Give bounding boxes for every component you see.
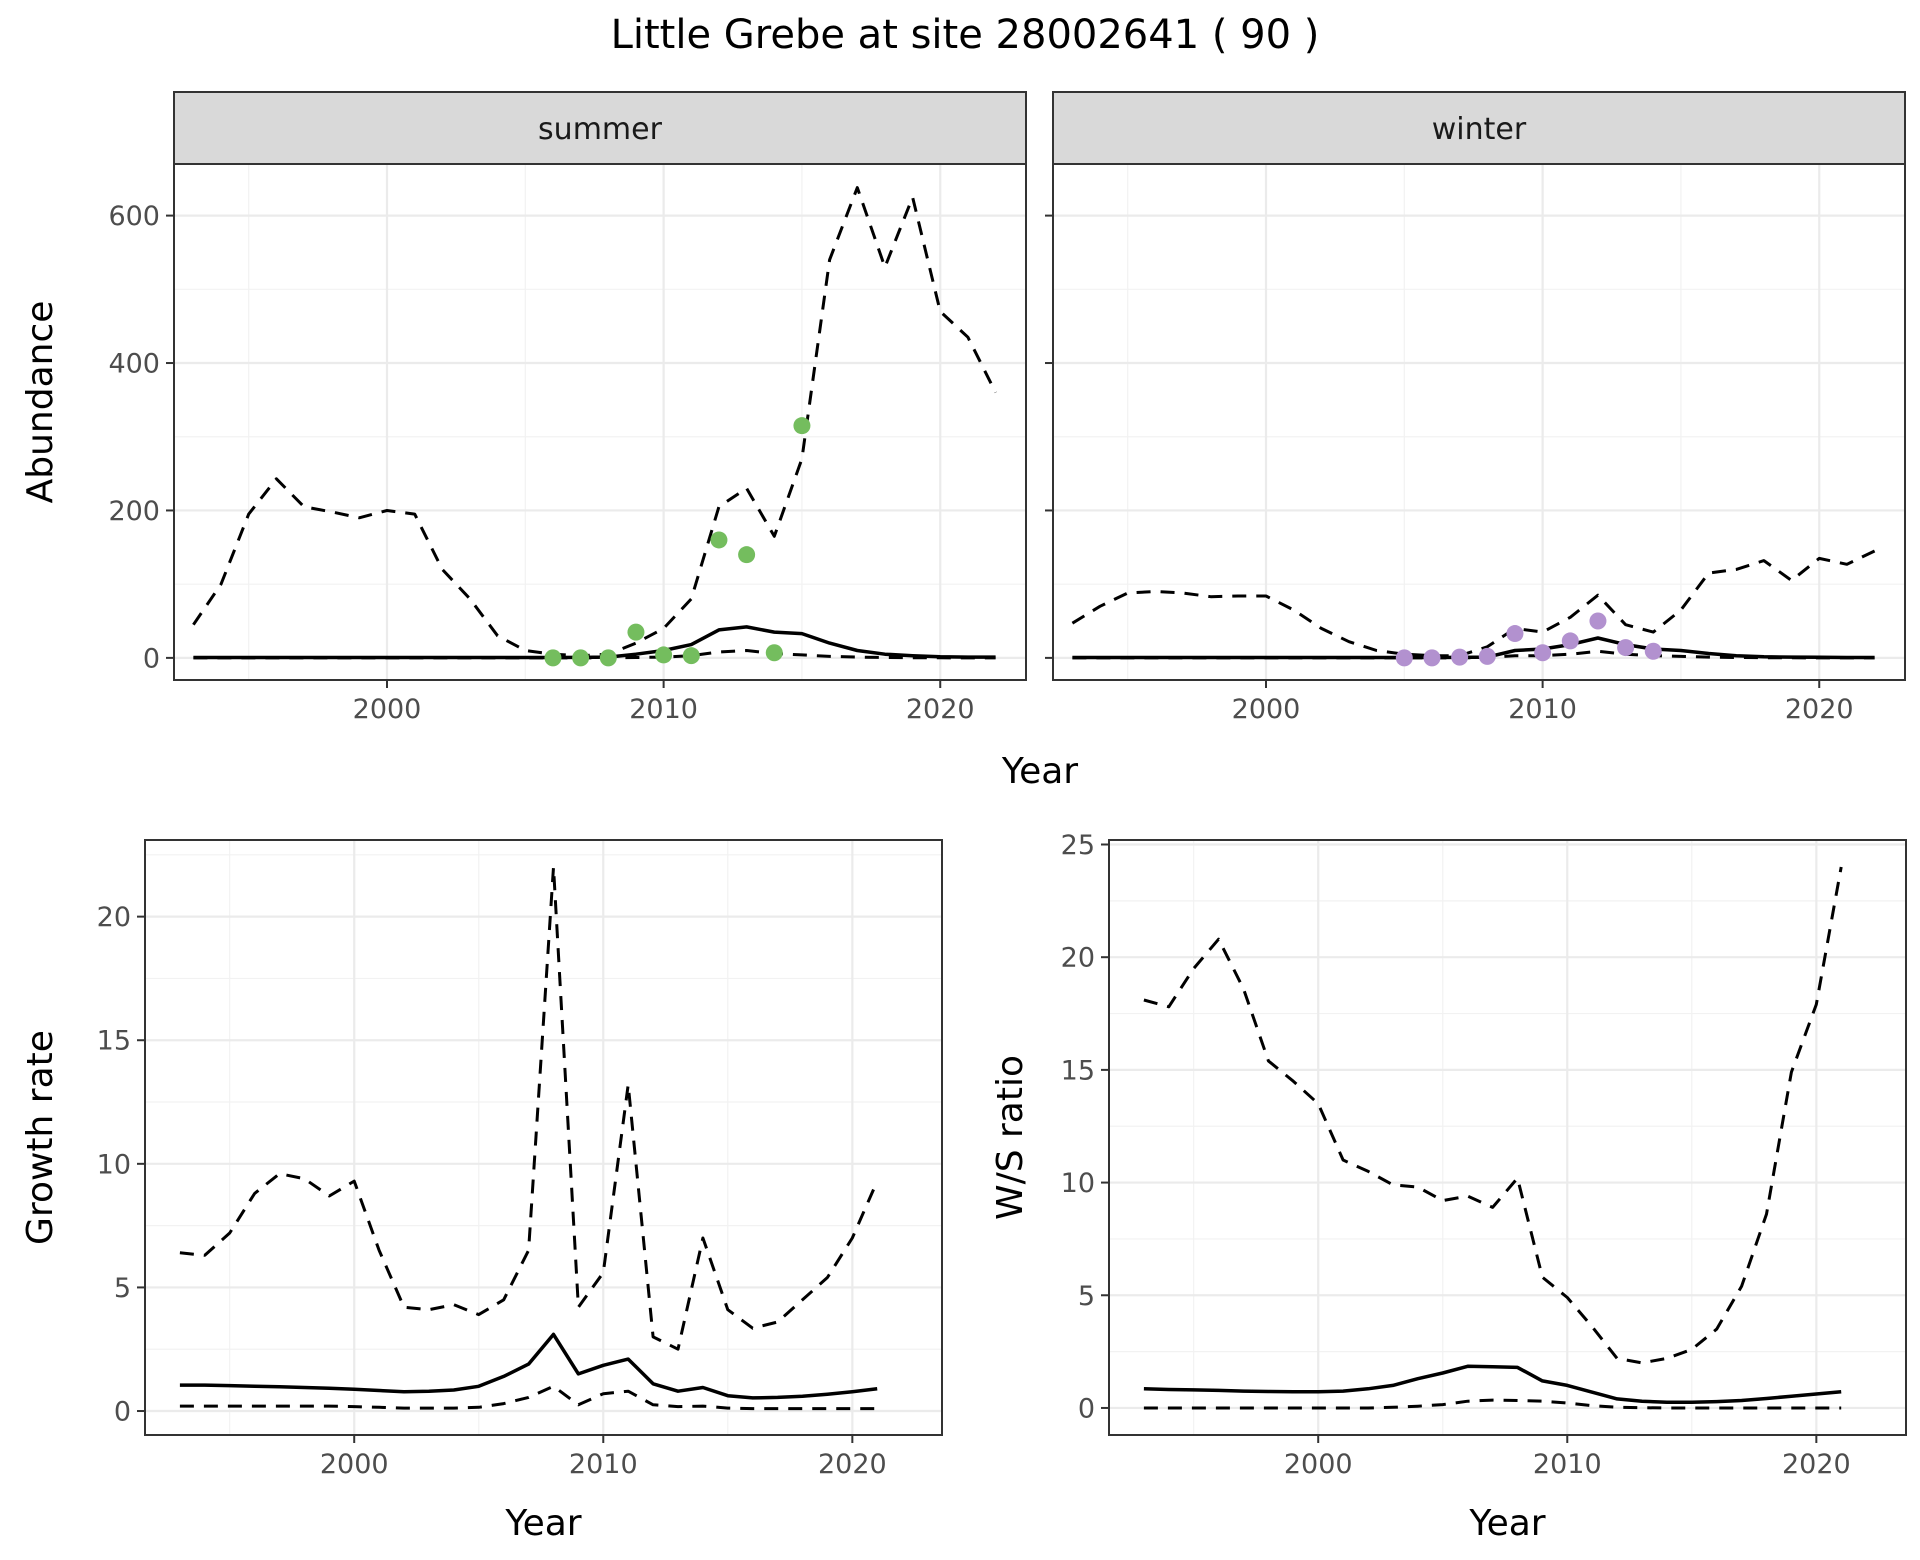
data-point — [738, 546, 756, 564]
y-tick-label: 600 — [108, 201, 160, 232]
series-line-upper-bound — [1071, 549, 1876, 658]
y-tick-label: 25 — [1061, 830, 1095, 861]
data-point — [1506, 625, 1524, 643]
y-tick-label: 15 — [1061, 1055, 1095, 1086]
x-axis: 2000 2010 2020 — [320, 1435, 887, 1480]
x-tick-label: 2000 — [1284, 1449, 1353, 1480]
series-line-lower-bound — [179, 1384, 878, 1411]
y-tick-label: 200 — [108, 496, 160, 527]
x-tick-label: 2000 — [353, 694, 422, 725]
y-axis-title: Abundance — [20, 301, 61, 504]
x-axis-title: Year — [1001, 751, 1078, 792]
chart-panel-1: summer 2000 2010 2020 0 200 400 600 Abundance Yea… — [20, 91, 1078, 792]
data-point — [1423, 649, 1441, 667]
panel-border — [144, 839, 943, 1436]
y-tick-label: 0 — [143, 643, 160, 674]
data-point — [1644, 642, 1662, 660]
x-axis-title: Year — [504, 1503, 581, 1544]
data-point — [655, 646, 673, 664]
chart-panel-2: winter 2000 2010 2020 — [1045, 91, 1906, 725]
panel-border — [173, 163, 1027, 681]
facet-strip-label: summer — [538, 112, 663, 147]
x-axis: 2000 2010 2020 — [1232, 680, 1854, 725]
series-line-mean — [1143, 1364, 1842, 1405]
data-point — [710, 531, 728, 549]
data-point — [1534, 644, 1552, 662]
data-point — [765, 644, 783, 662]
data-point — [599, 649, 617, 667]
facet-strip — [1052, 91, 1906, 165]
y-tick-label: 20 — [97, 902, 131, 933]
data-point — [544, 649, 562, 667]
x-tick-label: 2000 — [320, 1449, 389, 1480]
y-tick-label: 400 — [108, 349, 160, 380]
data-point — [1451, 648, 1469, 666]
grid — [1109, 840, 1906, 1435]
panel-border — [1108, 839, 1907, 1436]
panel-border — [1052, 163, 1906, 681]
y-axis-title: W/S ratio — [990, 1055, 1031, 1220]
observed-points — [544, 417, 811, 667]
x-tick-label: 2010 — [1508, 694, 1577, 725]
y-tick-label: 0 — [1078, 1393, 1095, 1424]
series-line-mean — [179, 1332, 878, 1400]
x-tick-label: 2020 — [1785, 694, 1854, 725]
facet-strip-label: winter — [1432, 112, 1527, 147]
x-axis: 2000 2010 2020 — [353, 680, 975, 725]
x-tick-label: 2000 — [1232, 694, 1301, 725]
series-line-upper-bound — [1143, 866, 1843, 1365]
facet-strip — [173, 91, 1027, 165]
data-point — [1561, 632, 1579, 650]
x-tick-label: 2010 — [629, 694, 698, 725]
chart-panel-4: 2000 2010 2020 0 5 10 15 20 25 W/S ratio Year — [990, 830, 1907, 1544]
y-tick-label: 5 — [1078, 1281, 1095, 1312]
data-point — [627, 623, 645, 641]
data-point — [1589, 612, 1607, 630]
series-line-upper-bound — [179, 865, 879, 1351]
y-axis: 0 200 400 600 — [108, 201, 174, 674]
data-point — [572, 649, 590, 667]
series — [179, 865, 879, 1411]
y-tick-label: 10 — [1061, 1168, 1095, 1199]
x-tick-label: 2010 — [569, 1449, 638, 1480]
y-axis — [1045, 214, 1053, 659]
y-tick-label: 15 — [97, 1026, 131, 1057]
data-point — [682, 647, 700, 665]
data-point — [1617, 639, 1635, 657]
x-tick-label: 2010 — [1533, 1449, 1602, 1480]
x-axis-title: Year — [1468, 1503, 1545, 1544]
series-line-lower-bound — [193, 649, 996, 660]
y-tick-label: 20 — [1061, 943, 1095, 974]
grid — [145, 840, 942, 1435]
x-tick-label: 2020 — [818, 1449, 887, 1480]
data-point — [793, 417, 811, 435]
main-title: Little Grebe at site 28002641 ( 90 ) — [611, 12, 1320, 58]
x-tick-label: 2020 — [1782, 1449, 1851, 1480]
chart-panel-3: 2000 2010 2020 0 5 10 15 20 Growth rate Year — [20, 839, 943, 1544]
data-point — [1395, 649, 1413, 667]
y-axis: 0 5 10 15 20 — [97, 902, 145, 1428]
series-line-lower-bound — [1072, 649, 1875, 660]
x-axis: 2000 2010 2020 — [1284, 1435, 1851, 1480]
y-axis-title: Growth rate — [20, 1030, 61, 1245]
x-tick-label: 2020 — [906, 694, 975, 725]
series — [1071, 549, 1876, 660]
observed-points — [1395, 612, 1662, 667]
series — [1143, 866, 1843, 1410]
series-line-lower-bound — [1143, 1398, 1842, 1410]
y-axis: 0 5 10 15 20 25 — [1061, 830, 1109, 1424]
y-tick-label: 5 — [114, 1273, 131, 1304]
data-point — [1478, 647, 1496, 665]
y-tick-label: 10 — [97, 1149, 131, 1180]
series — [192, 186, 997, 660]
y-tick-label: 0 — [114, 1397, 131, 1428]
